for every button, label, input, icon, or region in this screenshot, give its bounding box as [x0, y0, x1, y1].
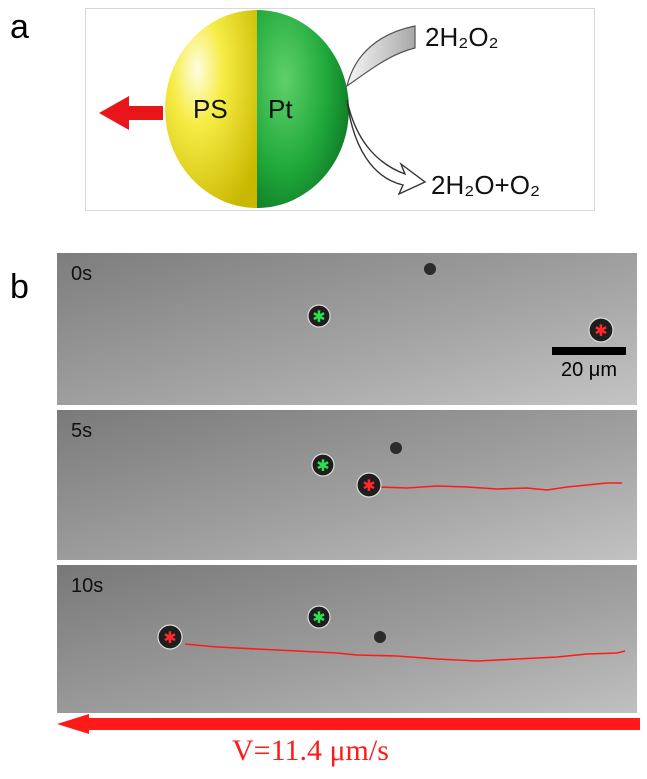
ps-hemisphere: [165, 10, 257, 208]
janus-marker: ✱: [163, 630, 176, 647]
frame-0s-image: ✱ ✱: [57, 253, 637, 405]
time-label-0s: 0s: [71, 263, 93, 285]
scale-bar-label: 20 μm: [561, 359, 617, 381]
frame-5s: ✱ ✱ 5s: [57, 410, 637, 560]
janus-marker: ✱: [594, 323, 607, 340]
janus-marker: ✱: [362, 478, 375, 495]
janus-trajectory: [378, 482, 622, 491]
motion-arrow: [99, 96, 163, 130]
reference-marker: ✱: [312, 610, 325, 627]
time-label-10s: 10s: [71, 575, 104, 597]
reference-particle: [307, 605, 331, 629]
frame-5s-image: ✱ ✱: [57, 410, 637, 560]
ps-label: PS: [193, 94, 228, 124]
reference-particle: [311, 453, 335, 477]
velocity-arrow: [57, 714, 640, 734]
time-label-5s: 5s: [71, 420, 93, 442]
product-arrow: [346, 99, 427, 196]
janus-trajectory: [184, 643, 626, 662]
reactant-formula: 2H₂O₂: [425, 22, 499, 52]
janus-schematic: PS Pt 2H₂O₂ 2H₂O+O₂: [85, 8, 595, 211]
reference-marker: ✱: [316, 458, 329, 475]
frame-10s-image: ✱ ✱: [57, 565, 637, 713]
janus-particle: [588, 317, 614, 343]
janus-particle: [157, 624, 183, 650]
pt-hemisphere: [257, 10, 349, 208]
panel-label-a: a: [10, 8, 29, 46]
passive-particle: [374, 631, 386, 643]
reference-marker: ✱: [312, 309, 325, 326]
janus-particle: [356, 472, 382, 498]
reactant-arrow: [346, 25, 416, 88]
pt-label: Pt: [268, 94, 293, 124]
frame-0s: ✱ ✱ 0s 20 μm: [57, 253, 637, 405]
velocity-label: V=11.4 μm/s: [232, 734, 389, 767]
scale-bar-line: [552, 347, 626, 355]
passive-particle: [424, 263, 436, 275]
passive-particle: [390, 442, 402, 454]
frame-10s: ✱ ✱ 10s: [57, 565, 637, 713]
reference-particle: [307, 304, 331, 328]
panel-label-b: b: [10, 268, 29, 306]
product-formula: 2H₂O+O₂: [431, 170, 540, 200]
scale-bar: 20 μm: [549, 347, 629, 382]
